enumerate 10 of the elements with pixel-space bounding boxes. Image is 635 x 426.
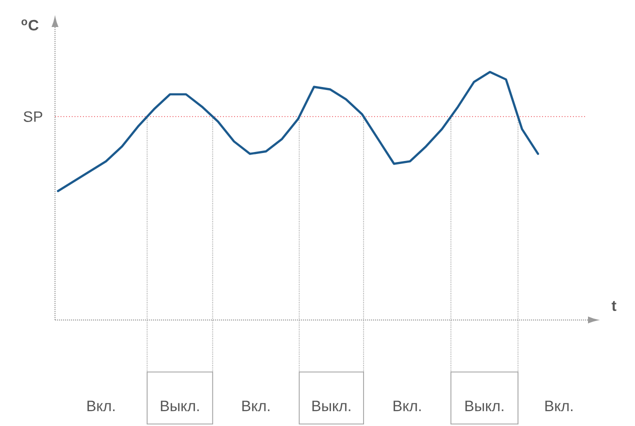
- text: Вкл.: [87, 400, 115, 412]
- text: Вкл.: [394, 400, 421, 412]
- x-axis-title: t: [612, 301, 616, 311]
- y-axis-title: $^{o}$C: [22, 19, 38, 30]
- text: Выкл.: [160, 400, 199, 412]
- text: Выкл.: [312, 400, 350, 412]
- text: Выкл.: [465, 400, 504, 412]
- ref-line-label: SP: [24, 111, 42, 122]
- text: Вкл.: [545, 400, 572, 412]
- text: Вкл.: [242, 400, 270, 412]
